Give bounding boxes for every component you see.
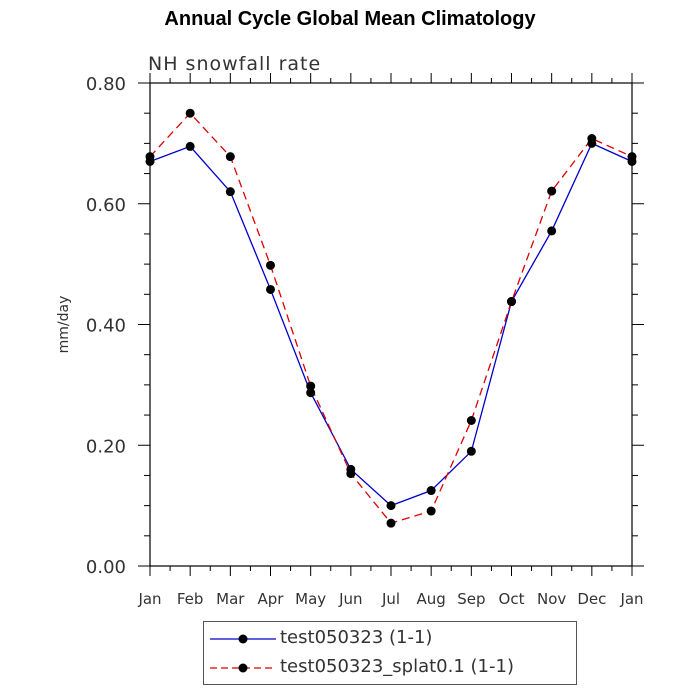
x-tick-label: May <box>295 590 326 608</box>
legend: test050323 (1-1) test050323_splat0.1 (1-… <box>203 621 577 685</box>
x-tick-label: Feb <box>177 590 204 608</box>
y-tick-label: 0.80 <box>86 74 126 95</box>
y-tick-label: 0.20 <box>86 436 126 457</box>
chart-subtitle: NH snowfall rate <box>148 53 321 75</box>
x-tick-label: Sep <box>457 590 485 608</box>
data-point-series-1 <box>185 141 195 151</box>
x-tick-label: Jun <box>338 590 362 608</box>
chart-title: Annual Cycle Global Mean Climatology <box>164 8 536 30</box>
legend-swatch-series-2 <box>210 663 276 673</box>
plot-frame <box>149 82 633 567</box>
legend-item-series-1: test050323 (1-1) <box>204 625 576 655</box>
data-point-series-1 <box>266 284 275 294</box>
data-point-series-2 <box>266 260 275 270</box>
legend-swatch-series-1 <box>210 634 276 644</box>
data-point-series-1 <box>466 446 476 456</box>
data-point-series-2 <box>507 297 516 307</box>
data-point-series-2 <box>346 469 356 479</box>
x-tick-label: Oct <box>499 590 525 608</box>
series-line-1 <box>149 142 633 507</box>
data-point-series-2 <box>466 415 476 425</box>
x-tick-label: Jan <box>619 590 643 608</box>
y-axis-label: mm/day <box>56 296 72 354</box>
data-point-series-1 <box>547 226 557 236</box>
legend-label-series-2: test050323_splat0.1 (1-1) <box>280 656 514 677</box>
data-point-series-2 <box>306 381 316 391</box>
x-tick-label: Jan <box>137 590 161 608</box>
data-point-series-1 <box>306 388 316 398</box>
legend-item-series-2: test050323_splat0.1 (1-1) <box>204 654 576 684</box>
x-tick-label: Jul <box>381 590 400 608</box>
data-point-series-2 <box>225 152 235 162</box>
x-tick-label: Nov <box>537 590 566 608</box>
y-tick-label: 0.40 <box>86 316 126 337</box>
x-tick-label: Aug <box>417 590 446 608</box>
data-point-series-2 <box>185 108 195 118</box>
data-point-series-1 <box>426 486 436 496</box>
data-point-series-2 <box>627 152 637 162</box>
data-point-series-1 <box>386 501 396 511</box>
x-tick-label: Dec <box>577 590 606 608</box>
data-point-series-2 <box>386 518 396 528</box>
series-line-2 <box>149 112 633 524</box>
y-tick-label: 0.00 <box>86 557 126 578</box>
data-point-series-2 <box>547 186 557 196</box>
x-tick-label: Apr <box>258 590 285 608</box>
x-tick-label: Mar <box>216 590 245 608</box>
y-tick-label: 0.60 <box>86 195 126 216</box>
legend-label-series-1: test050323 (1-1) <box>280 627 433 648</box>
data-point-series-2 <box>145 152 155 162</box>
data-point-series-2 <box>426 506 436 516</box>
data-point-series-1 <box>225 187 235 197</box>
data-point-series-2 <box>587 134 597 144</box>
